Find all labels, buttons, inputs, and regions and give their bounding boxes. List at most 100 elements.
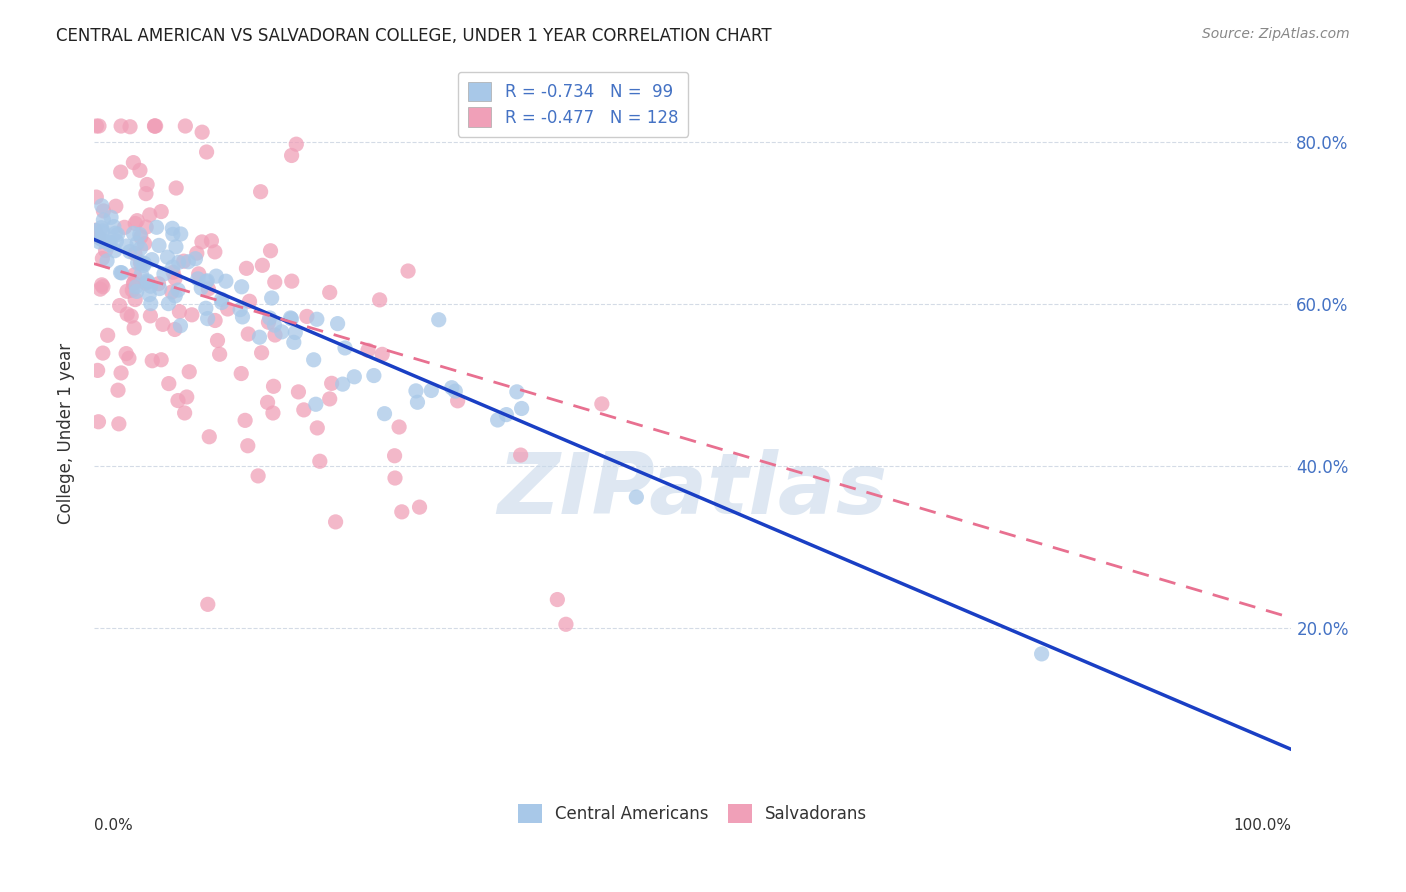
Point: [84, 223, 107, 237]
Point: [118, 351, 141, 366]
Point: [357, 343, 380, 358]
Point: [84, 223, 107, 237]
Point: [124, 293, 146, 307]
Point: [87, 415, 110, 429]
Point: [120, 309, 142, 323]
Point: [107, 227, 129, 242]
Point: [129, 256, 152, 270]
Point: [197, 598, 219, 612]
Point: [187, 267, 209, 281]
Point: [108, 417, 131, 431]
Point: [292, 403, 315, 417]
Text: Source: ZipAtlas.com: Source: ZipAtlas.com: [1202, 27, 1350, 41]
Point: [138, 208, 160, 222]
Point: [283, 335, 305, 350]
Point: [162, 227, 184, 242]
Point: [233, 413, 256, 427]
Point: [318, 392, 340, 406]
Point: [259, 244, 281, 258]
Point: [509, 448, 531, 462]
Point: [157, 296, 180, 310]
Point: [326, 317, 349, 331]
Point: [129, 230, 152, 244]
Point: [97, 328, 120, 343]
Point: [260, 291, 283, 305]
Point: [141, 252, 163, 267]
Point: [308, 454, 330, 468]
Point: [93, 213, 115, 227]
Point: [110, 266, 132, 280]
Text: 0.0%: 0.0%: [94, 819, 132, 833]
Point: [115, 285, 138, 299]
Point: [510, 401, 533, 416]
Point: [118, 244, 141, 259]
Point: [262, 406, 284, 420]
Point: [285, 137, 308, 152]
Point: [495, 408, 517, 422]
Point: [391, 505, 413, 519]
Point: [555, 617, 578, 632]
Point: [150, 352, 173, 367]
Point: [87, 119, 110, 133]
Text: ZIPatlas: ZIPatlas: [498, 450, 887, 533]
Point: [100, 211, 122, 225]
Point: [217, 301, 239, 316]
Point: [305, 312, 328, 326]
Point: [165, 181, 187, 195]
Point: [191, 235, 214, 249]
Point: [231, 279, 253, 293]
Point: [176, 390, 198, 404]
Point: [108, 299, 131, 313]
Point: [332, 377, 354, 392]
Point: [148, 238, 170, 252]
Point: [247, 469, 270, 483]
Point: [86, 363, 108, 377]
Point: [139, 279, 162, 293]
Point: [388, 420, 411, 434]
Point: [122, 276, 145, 290]
Point: [122, 276, 145, 290]
Point: [143, 119, 166, 133]
Point: [384, 449, 406, 463]
Point: [197, 311, 219, 326]
Point: [122, 321, 145, 335]
Point: [333, 341, 356, 355]
Point: [148, 277, 170, 291]
Point: [149, 281, 172, 295]
Point: [295, 310, 318, 324]
Point: [89, 235, 111, 249]
Point: [162, 221, 184, 235]
Point: [127, 213, 149, 227]
Point: [208, 347, 231, 361]
Point: [131, 255, 153, 269]
Point: [420, 384, 443, 398]
Point: [270, 325, 292, 339]
Point: [280, 310, 302, 325]
Point: [249, 330, 271, 344]
Point: [179, 365, 201, 379]
Point: [368, 293, 391, 307]
Point: [173, 254, 195, 268]
Point: [281, 274, 304, 288]
Point: [94, 244, 117, 258]
Point: [440, 381, 463, 395]
Point: [84, 190, 107, 204]
Point: [115, 307, 138, 321]
Point: [90, 199, 112, 213]
Point: [263, 275, 285, 289]
Point: [229, 302, 252, 317]
Point: [204, 244, 226, 259]
Point: [257, 315, 280, 329]
Point: [105, 234, 128, 248]
Point: [205, 269, 228, 284]
Point: [231, 367, 253, 381]
Point: [124, 246, 146, 260]
Point: [173, 406, 195, 420]
Point: [165, 240, 187, 254]
Point: [165, 289, 187, 303]
Point: [122, 155, 145, 169]
Point: [169, 318, 191, 333]
Point: [198, 430, 221, 444]
Point: [207, 334, 229, 348]
Point: [235, 261, 257, 276]
